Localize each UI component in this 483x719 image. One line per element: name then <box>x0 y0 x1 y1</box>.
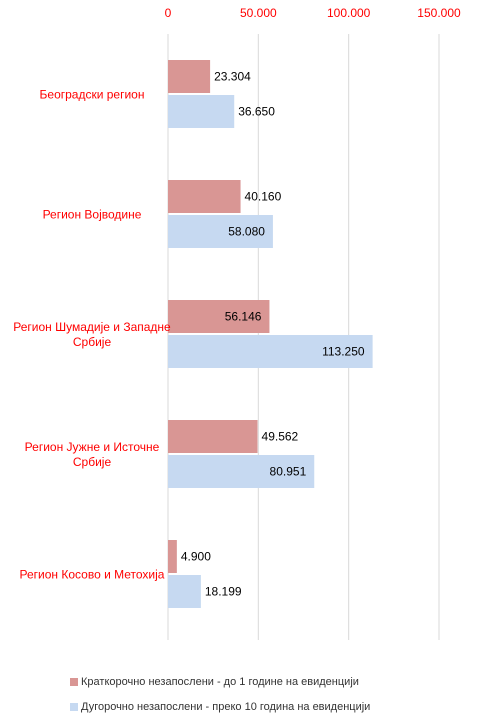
bar <box>168 420 258 453</box>
value-label: 18.199 <box>205 585 242 599</box>
category-label: Београдски регион <box>39 87 145 102</box>
bar <box>168 455 315 488</box>
legend-text: Дугорочно незапослени - преко 10 година … <box>81 701 371 713</box>
value-label: 56.146 <box>225 310 262 324</box>
bar <box>168 215 273 248</box>
legend-item: Краткорочно незапослени - до 1 године на… <box>70 676 359 688</box>
category-label: Регион Јужне и Источне Србије <box>24 440 160 469</box>
x-tick-label: 150.000 <box>417 6 461 20</box>
bar <box>168 335 373 368</box>
bar <box>168 95 235 128</box>
value-label: 40.160 <box>245 190 282 204</box>
value-label: 113.250 <box>322 345 365 359</box>
bar <box>168 300 270 333</box>
x-tick-label: 50.000 <box>240 6 277 20</box>
legend-swatch <box>70 703 78 711</box>
value-label: 80.951 <box>270 465 307 479</box>
x-tick-label: 0 <box>165 6 172 20</box>
bar <box>168 575 201 608</box>
value-label: 4.900 <box>181 550 211 564</box>
value-label: 23.304 <box>214 70 251 84</box>
category-label: Регион Косово и Метохија <box>19 567 165 582</box>
x-tick-label: 100.000 <box>327 6 371 20</box>
bar <box>168 180 241 213</box>
category-label: Регион Шумадије и Западне Србије <box>13 320 171 349</box>
legend-text: Краткорочно незапослени - до 1 године на… <box>81 676 359 688</box>
bar <box>168 60 211 93</box>
legend-swatch <box>70 678 78 686</box>
bar <box>168 540 177 573</box>
value-label: 36.650 <box>238 105 275 119</box>
legend-item: Дугорочно незапослени - преко 10 година … <box>70 701 370 713</box>
value-label: 58.080 <box>228 225 265 239</box>
value-label: 49.562 <box>262 430 299 444</box>
category-label: Регион Војводине <box>42 207 142 222</box>
